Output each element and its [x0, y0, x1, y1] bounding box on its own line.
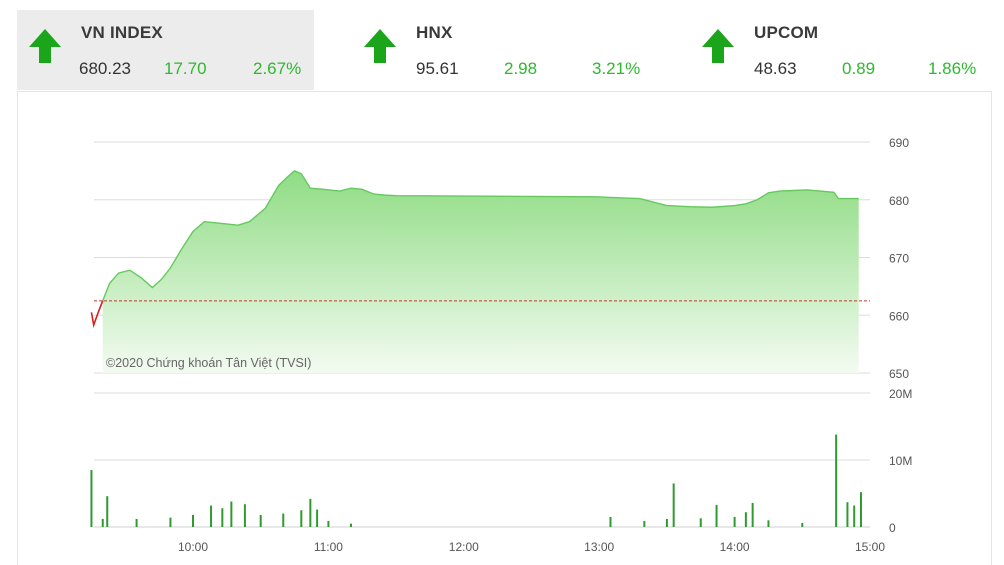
- ticker-name: VN INDEX: [81, 23, 163, 42]
- volume-bar: [210, 505, 213, 527]
- volume-bar: [135, 518, 138, 527]
- time-tick-label: 11:00: [314, 540, 343, 554]
- volume-bar: [751, 502, 754, 527]
- ticker-value: 95.61: [416, 59, 459, 78]
- volume-bar: [744, 512, 747, 527]
- ticker-value: 680.23: [79, 59, 131, 78]
- price-tick-label: 660: [889, 309, 909, 323]
- price-tick-label: 650: [889, 367, 909, 381]
- volume-bar: [300, 510, 303, 527]
- volume-bar: [715, 504, 718, 527]
- time-tick-label: 13:00: [584, 540, 614, 554]
- volume-axis: 0 10M 20M: [889, 387, 912, 535]
- time-tick-label: 15:00: [855, 540, 885, 554]
- volume-bar: [835, 434, 838, 527]
- ticker-vn-index[interactable]: VN INDEX 680.23 17.70 2.67%: [17, 10, 314, 90]
- time-axis: 10:00 11:00 12:00 13:00 14:00 15:00: [178, 540, 885, 554]
- volume-bar: [230, 501, 233, 527]
- volume-bar: [349, 523, 352, 527]
- price-axis: 650 660 670 680 690: [889, 136, 909, 381]
- ticker-percent: 2.67%: [253, 59, 302, 78]
- arrow-up-icon: [702, 29, 734, 63]
- time-tick-label: 10:00: [178, 540, 208, 554]
- price-tick-label: 680: [889, 194, 909, 208]
- volume-bar: [259, 514, 262, 527]
- price-line-down: [90, 300, 104, 329]
- volume-bar: [243, 504, 246, 527]
- arrow-up-icon: [29, 29, 61, 63]
- volume-tick-label: 0: [889, 521, 896, 535]
- ticker-percent: 1.86%: [928, 59, 977, 78]
- volume-bar: [106, 496, 109, 527]
- ticker-change: 17.70: [164, 59, 207, 78]
- ticker-percent: 3.21%: [592, 59, 641, 78]
- volume-bar: [846, 502, 849, 527]
- ticker-name: UPCOM: [754, 23, 819, 42]
- volume-bar: [699, 518, 702, 527]
- volume-tick-label: 20M: [889, 387, 912, 401]
- ticker-name: HNX: [416, 23, 453, 42]
- ticker-upcom[interactable]: UPCOM 48.63 0.89 1.86%: [690, 10, 990, 90]
- time-tick-label: 14:00: [720, 540, 750, 554]
- volume-bar: [282, 513, 285, 527]
- volume-bar: [801, 522, 804, 527]
- volume-bar: [101, 518, 104, 527]
- volume-bar: [853, 505, 856, 527]
- price-tick-label: 690: [889, 136, 909, 150]
- ticker-change: 0.89: [842, 59, 876, 78]
- time-tick-label: 12:00: [449, 540, 479, 554]
- volume-bar: [665, 518, 668, 527]
- volume-bar: [169, 517, 172, 527]
- index-ticker-bar: VN INDEX 680.23 17.70 2.67% HNX 95.61 2.…: [0, 0, 1004, 92]
- watermark-text: ©2020 Chứng khoán Tân Việt (TVSI): [106, 356, 311, 370]
- volume-bar: [90, 470, 93, 527]
- price-area: [90, 170, 870, 373]
- volume-bars: [90, 434, 862, 527]
- ticker-value: 48.63: [754, 59, 797, 78]
- chart-frame: [17, 91, 992, 565]
- price-tick-label: 670: [889, 252, 909, 266]
- volume-bar: [309, 498, 312, 527]
- volume-bar: [733, 516, 736, 527]
- volume-bar: [316, 509, 319, 527]
- volume-tick-label: 10M: [889, 454, 912, 468]
- price-area-fill: [102, 170, 859, 373]
- ticker-change: 2.98: [504, 59, 538, 78]
- ticker-hnx[interactable]: HNX 95.61 2.98 3.21%: [352, 10, 652, 90]
- volume-bar: [221, 508, 224, 527]
- volume-bar: [767, 520, 770, 527]
- volume-bar: [643, 520, 646, 527]
- volume-bar: [609, 516, 612, 527]
- volume-bar: [327, 520, 330, 527]
- volume-bar: [672, 483, 675, 527]
- volume-bar: [859, 492, 862, 527]
- volume-bar: [192, 514, 194, 527]
- arrow-up-icon: [364, 29, 396, 63]
- price-line-up: [102, 170, 859, 302]
